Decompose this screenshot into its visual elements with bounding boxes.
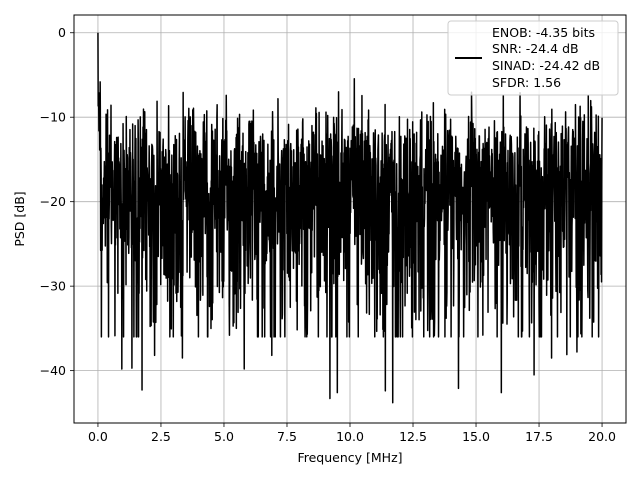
x-tick-label: 0.0	[88, 429, 108, 444]
series-layer	[97, 32, 603, 404]
legend-sinad: SINAD: -24.42 dB	[492, 58, 600, 73]
legend: ENOB: -4.35 bits SNR: -24.4 dB SINAD: -2…	[447, 20, 619, 96]
psd-series-line	[97, 32, 603, 404]
y-axis-label: PSD [dB]	[12, 191, 27, 246]
y-axis-ticks: 0 −10 −20 −30 −40	[40, 25, 74, 378]
x-tick-label: 7.5	[277, 429, 297, 444]
y-tick-label: −30	[40, 279, 66, 294]
legend-enob: ENOB: -4.35 bits	[492, 25, 595, 40]
x-axis-label: Frequency [MHz]	[297, 450, 402, 465]
y-tick-label: −20	[40, 194, 66, 209]
x-axis-ticks: 0.0 2.5 5.0 7.5 10.0 12.5 15.0 17.5 20.0	[88, 423, 616, 444]
y-tick-label: 0	[58, 25, 66, 40]
x-tick-label: 2.5	[151, 429, 171, 444]
y-tick-label: −40	[40, 363, 66, 378]
x-tick-label: 12.5	[399, 429, 427, 444]
x-tick-label: 10.0	[336, 429, 364, 444]
x-tick-label: 5.0	[214, 429, 234, 444]
legend-box	[447, 20, 619, 96]
x-tick-label: 20.0	[588, 429, 616, 444]
x-tick-label: 17.5	[525, 429, 553, 444]
x-tick-label: 15.0	[462, 429, 490, 444]
legend-snr: SNR: -24.4 dB	[492, 41, 579, 56]
legend-sfdr: SFDR: 1.56	[492, 75, 561, 90]
y-tick-label: −10	[40, 110, 66, 125]
